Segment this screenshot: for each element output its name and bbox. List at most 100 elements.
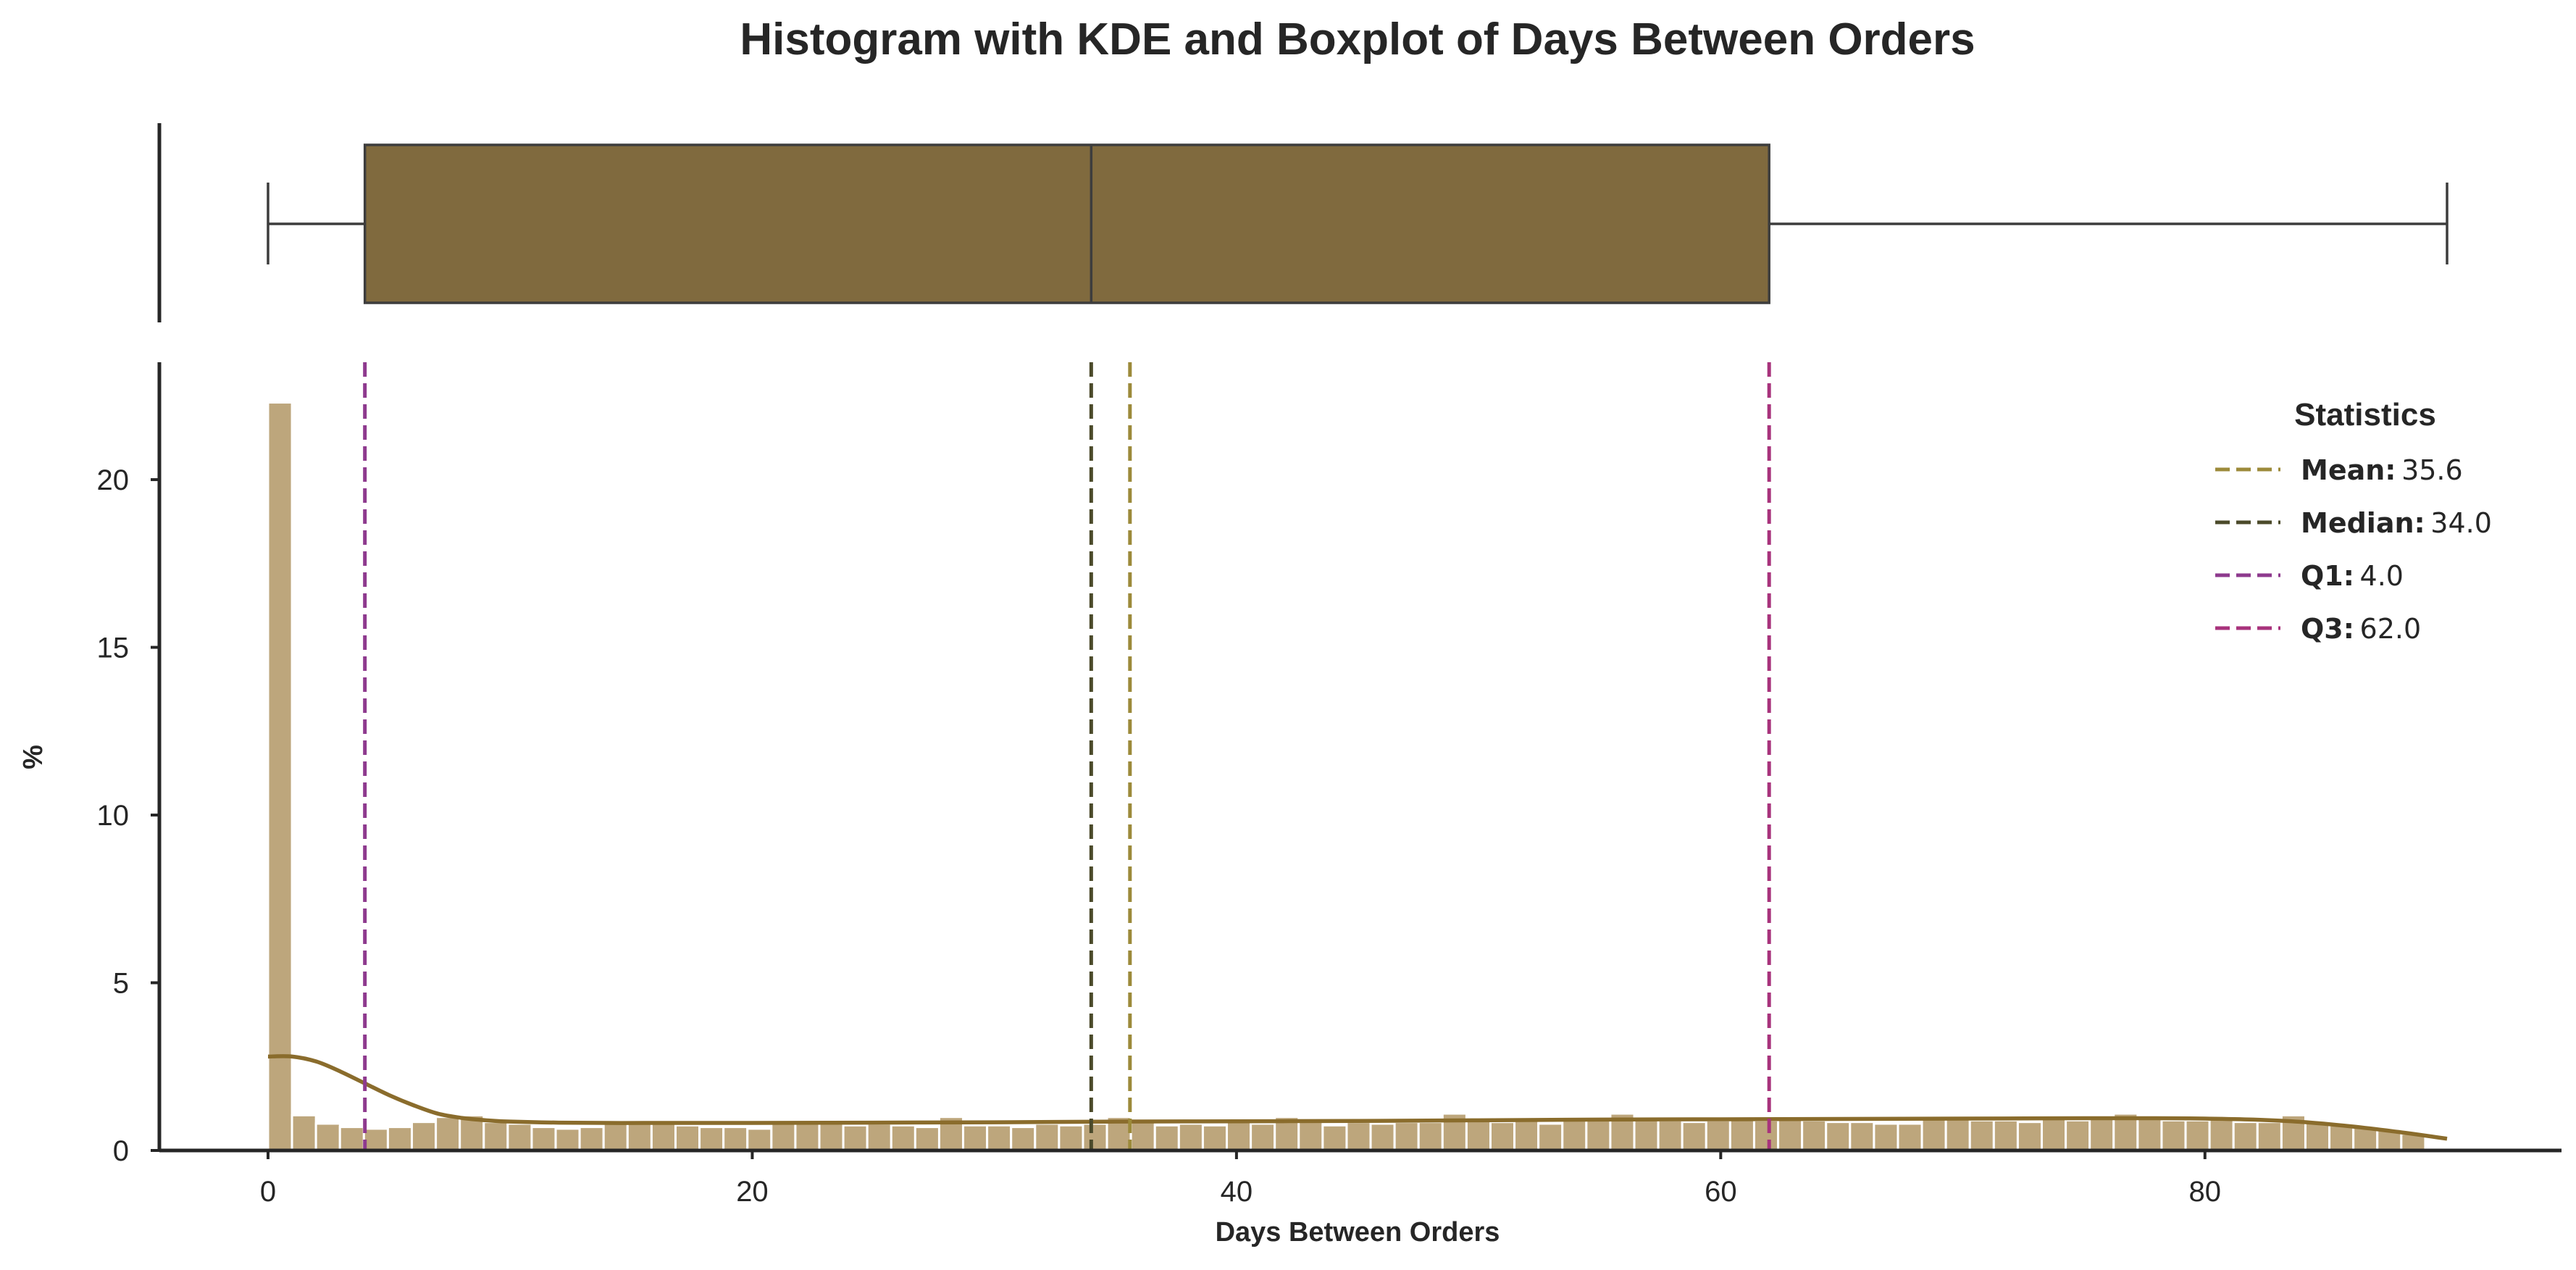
histogram-bar — [1728, 1117, 1755, 1152]
histogram-bar — [1849, 1121, 1875, 1152]
legend-label: Mean: 35.6 — [2301, 454, 2463, 486]
histogram-bar — [962, 1124, 989, 1152]
histogram-bar — [1321, 1124, 1348, 1152]
histogram-bar — [290, 1114, 317, 1152]
histogram-bar — [482, 1121, 509, 1152]
x-tick-label: 40 — [1221, 1176, 1253, 1208]
histogram-bar — [913, 1126, 940, 1152]
boxplot-box — [363, 143, 1770, 304]
histogram-bar — [1513, 1119, 1540, 1152]
histogram-bar — [1585, 1117, 1612, 1152]
histogram-bar — [578, 1126, 605, 1152]
legend-label: Median: 34.0 — [2301, 507, 2492, 539]
histogram-bar — [1129, 1121, 1156, 1152]
histogram-bar — [2160, 1119, 2187, 1152]
histogram-bar — [2304, 1121, 2331, 1152]
histogram-bar — [1345, 1121, 1372, 1152]
histogram-bar — [1489, 1121, 1516, 1152]
histogram-bar — [2016, 1121, 2044, 1152]
legend-label: Q1: 4.0 — [2301, 560, 2404, 592]
legend-item-q3: Q3: 62.0 — [2215, 613, 2421, 645]
axes: 0 20 40 60 80 0 5 10 15 20 — [97, 362, 2562, 1208]
histogram-bar — [1873, 1122, 1899, 1152]
histogram-bar — [1561, 1119, 1588, 1152]
histogram-bar — [1297, 1119, 1324, 1152]
histogram-bar — [650, 1122, 677, 1152]
histogram-bar — [794, 1121, 821, 1152]
histogram-bar — [2041, 1117, 2067, 1152]
x-tick-label: 80 — [2189, 1176, 2222, 1208]
y-tick-label: 20 — [97, 464, 130, 496]
legend-item-median: Median: 34.0 — [2215, 507, 2492, 539]
boxplot-panel — [157, 123, 2449, 322]
histogram-bar — [1825, 1121, 1852, 1152]
histogram-bar — [1226, 1121, 1253, 1152]
histogram-bar — [1752, 1119, 1780, 1152]
kde-layer — [267, 1054, 2448, 1141]
histogram-bar — [1250, 1122, 1276, 1152]
histogram-bar — [986, 1124, 1013, 1152]
histogram-bar — [1992, 1119, 2019, 1152]
histogram-bar — [554, 1127, 581, 1152]
histogram-bar — [1777, 1116, 1804, 1152]
histogram-bar — [698, 1126, 725, 1152]
histogram-bar — [2352, 1126, 2379, 1152]
histogram-bar — [2328, 1124, 2355, 1152]
histogram-bar — [362, 1127, 389, 1152]
histogram-bar — [746, 1127, 773, 1152]
chart-title: Histogram with KDE and Boxplot of Days B… — [740, 14, 1975, 64]
histogram-bar — [530, 1126, 557, 1152]
histogram-bar — [2184, 1119, 2211, 1152]
histogram-bar — [1705, 1119, 1731, 1152]
histogram-bar — [411, 1121, 438, 1152]
histogram-bar — [267, 401, 293, 1152]
histogram-bar — [674, 1124, 701, 1152]
histogram-bar — [1058, 1124, 1084, 1152]
histogram-bar — [1681, 1121, 1707, 1152]
histogram-bar — [338, 1126, 365, 1152]
histogram-bar — [1082, 1122, 1108, 1152]
histogram-bar — [2208, 1117, 2235, 1152]
x-tick-label: 20 — [736, 1176, 769, 1208]
y-tick-label: 0 — [113, 1135, 129, 1167]
histogram-bar — [386, 1126, 414, 1152]
legend-item-mean: Mean: 35.6 — [2215, 454, 2463, 486]
legend: Statistics Mean: 35.6 Median: 34.0 Q1: 4.0 Q… — [2215, 397, 2492, 645]
x-tick-label: 0 — [260, 1176, 276, 1208]
histogram-bar — [1633, 1117, 1660, 1152]
histogram-bar — [1801, 1119, 1828, 1152]
y-tick-label: 15 — [97, 632, 130, 664]
histogram-bar — [2065, 1119, 2091, 1152]
legend-title: Statistics — [2294, 397, 2436, 433]
histogram-bar — [435, 1116, 461, 1152]
kde-curve — [267, 1054, 2448, 1141]
histogram-bar — [602, 1121, 629, 1152]
histogram-bar — [2256, 1121, 2283, 1152]
histogram-bar — [1537, 1122, 1564, 1152]
histogram-bar — [890, 1124, 916, 1152]
histogram-bar — [2088, 1117, 2115, 1152]
histogram-bar — [1201, 1124, 1229, 1152]
histogram-bar — [314, 1122, 341, 1152]
histogram-bar — [2232, 1121, 2259, 1152]
histogram-bar — [818, 1122, 845, 1152]
histogram-bar — [1034, 1122, 1061, 1152]
histogram-bar — [1153, 1124, 1180, 1152]
histogram-bar — [1920, 1117, 1947, 1152]
histogram-bar — [1393, 1121, 1420, 1152]
histogram-bar — [1417, 1121, 1444, 1152]
x-tick-label: 60 — [1705, 1176, 1737, 1208]
histogram-panel — [267, 401, 2427, 1152]
histogram-bar — [1465, 1117, 1492, 1152]
histogram-bar — [1010, 1126, 1037, 1152]
y-tick-label: 5 — [113, 968, 129, 1000]
histogram-bar — [770, 1121, 797, 1152]
histogram-bar — [1944, 1116, 1971, 1152]
legend-label: Q3: 62.0 — [2301, 613, 2421, 645]
histogram-bar — [506, 1122, 533, 1152]
y-axis-title: % — [18, 745, 49, 769]
histogram-bar — [866, 1122, 892, 1152]
y-tick-label: 10 — [97, 800, 130, 832]
